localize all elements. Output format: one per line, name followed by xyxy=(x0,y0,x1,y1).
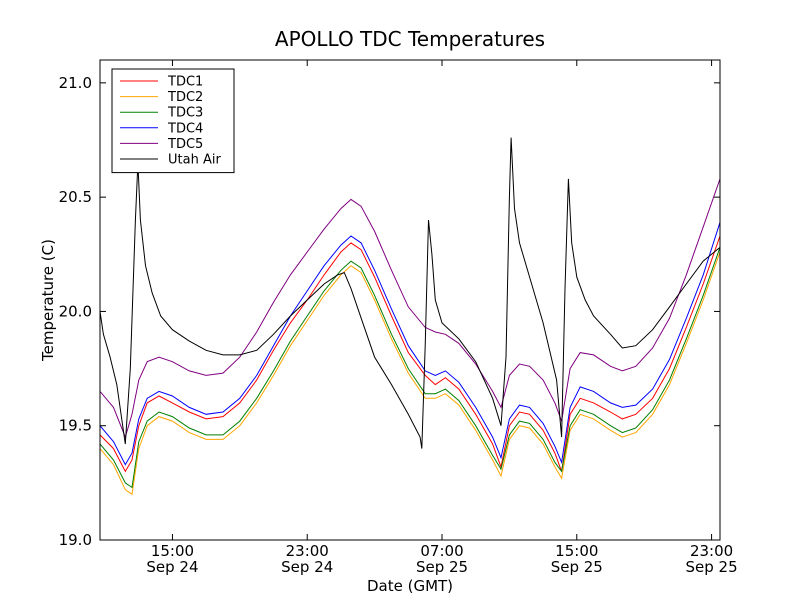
x-tick-label-time: 07:00 xyxy=(420,542,463,560)
plot-frame xyxy=(99,59,721,541)
series-line-tdc1 xyxy=(100,235,720,473)
x-tick-label-date: Sep 24 xyxy=(146,558,198,576)
y-tick-label: 19.0 xyxy=(59,531,92,549)
y-axis: 19.0 19.5 20.0 20.5 21.0 xyxy=(59,74,720,549)
y-tick-label: 20.0 xyxy=(59,302,92,320)
x-tick-label-time: 15:00 xyxy=(555,542,598,560)
legend-label: TDC5 xyxy=(167,137,203,152)
y-tick-label: 19.5 xyxy=(59,417,92,435)
legend-label: Utah Air xyxy=(168,153,221,168)
x-tick-label-date: Sep 25 xyxy=(686,558,738,576)
legend-label: TDC2 xyxy=(167,90,203,105)
x-tick-label-time: 15:00 xyxy=(151,542,194,560)
y-tick-label: 20.5 xyxy=(59,188,92,206)
x-tick-label-time: 23:00 xyxy=(286,542,329,560)
y-axis-label: Temperature (C) xyxy=(39,239,57,362)
legend-label: TDC4 xyxy=(167,121,203,136)
x-axis-label: Date (GMT) xyxy=(367,577,453,595)
legend-box xyxy=(111,68,235,174)
series-line-tdc2 xyxy=(100,251,720,496)
series-line-tdc4 xyxy=(100,222,720,466)
x-tick-label-time: 23:00 xyxy=(690,542,733,560)
legend-label: TDC1 xyxy=(167,75,203,90)
series-line-tdc3 xyxy=(100,247,720,489)
x-tick-label-date: Sep 24 xyxy=(281,558,333,576)
chart-title: APOLLO TDC Temperatures xyxy=(275,27,545,51)
legend-label: TDC3 xyxy=(167,106,203,121)
series-line-utah-air xyxy=(100,137,720,449)
x-tick-label-date: Sep 25 xyxy=(551,558,603,576)
x-tick-label-date: Sep 25 xyxy=(416,558,468,576)
y-tick-label: 21.0 xyxy=(59,74,92,92)
plot-series-group xyxy=(100,137,720,496)
